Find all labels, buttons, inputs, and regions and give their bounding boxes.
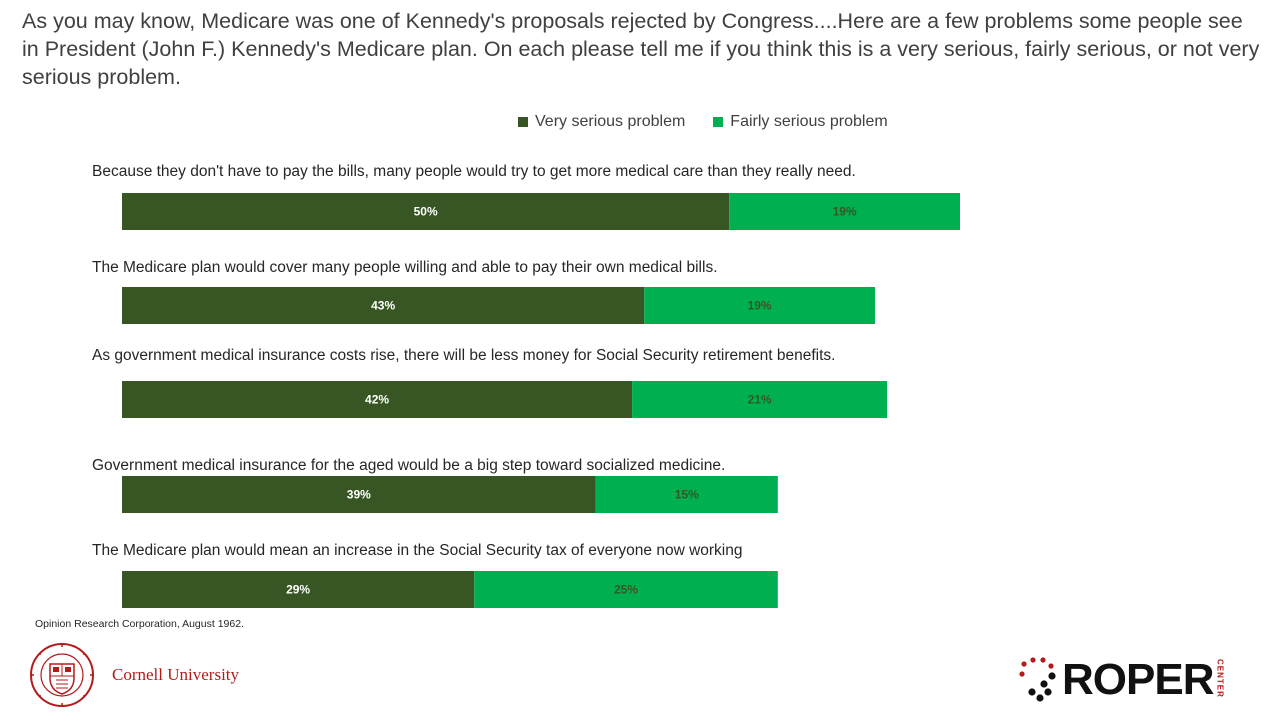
bar-very-serious-5: [122, 571, 475, 608]
bar-very-serious-4: [122, 476, 596, 513]
legend-swatch-fairly-serious: [713, 117, 724, 127]
value-label-fairly-serious-3: 21%: [748, 393, 772, 407]
question-label-2: The Medicare plan would cover many peopl…: [92, 259, 718, 276]
value-label-fairly-serious-5: 25%: [614, 583, 638, 597]
value-label-fairly-serious-2: 19%: [748, 299, 772, 313]
bar-fairly-serious-4: [595, 476, 778, 513]
cornell-seal-icon: [30, 643, 94, 707]
bar-fairly-serious-1: [729, 193, 960, 230]
roper-dots-icon: [1019, 657, 1056, 702]
value-label-very-serious-5: 29%: [286, 583, 310, 597]
roper-center-label: CENTER: [1215, 658, 1225, 698]
bar-very-serious-3: [122, 381, 633, 418]
source-note: Opinion Research Corporation, August 196…: [35, 618, 244, 630]
bar-very-serious-2: [122, 287, 645, 324]
legend: Very serious problem Fairly serious prob…: [518, 112, 916, 132]
bar-fairly-serious-2: [644, 287, 875, 324]
bar-fairly-serious-5: [474, 571, 778, 608]
question-label-3: As government medical insurance costs ri…: [92, 347, 835, 364]
legend-swatch-very-serious: [518, 117, 528, 127]
chart-title: As you may know, Medicare was one of Ken…: [22, 9, 1260, 89]
value-label-fairly-serious-4: 15%: [675, 488, 699, 502]
value-label-very-serious-2: 43%: [371, 299, 395, 313]
bar-chart: Because they don't have to pay the bills…: [92, 163, 960, 608]
value-label-fairly-serious-1: 19%: [833, 205, 857, 219]
legend-item-very-serious: Very serious problem: [518, 113, 685, 131]
question-label-5: The Medicare plan would mean an increase…: [92, 542, 743, 559]
value-label-very-serious-4: 39%: [347, 488, 371, 502]
value-label-very-serious-1: 50%: [414, 205, 438, 219]
value-label-very-serious-3: 42%: [365, 393, 389, 407]
legend-label-very-serious: Very serious problem: [535, 113, 686, 130]
cornell-logo: Cornell University: [26, 642, 239, 708]
question-label-1: Because they don't have to pay the bills…: [92, 163, 856, 180]
roper-wordmark: ROPER: [1062, 655, 1214, 704]
cornell-name: Cornell University: [112, 665, 240, 684]
bar-fairly-serious-3: [632, 381, 888, 418]
roper-logo: ROPER CENTER: [1018, 656, 1224, 704]
bar-very-serious-1: [122, 193, 730, 230]
legend-item-fairly-serious: Fairly serious problem: [713, 113, 888, 131]
question-label-4: Government medical insurance for the age…: [92, 457, 725, 474]
legend-label-fairly-serious: Fairly serious problem: [730, 113, 888, 130]
